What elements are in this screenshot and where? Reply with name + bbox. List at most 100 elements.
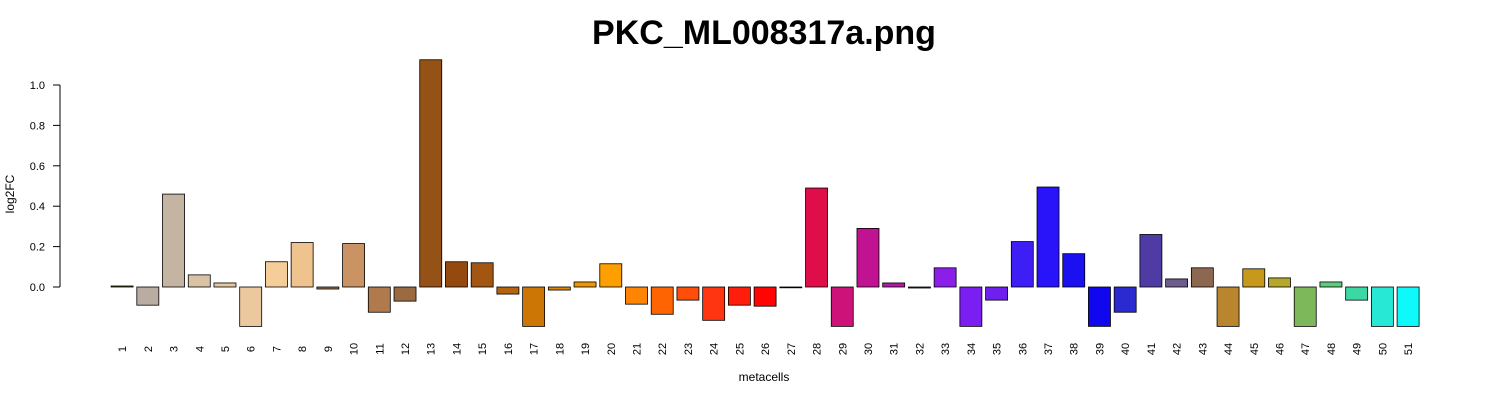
x-tick-label: 25 [734,343,746,355]
x-tick-label: 22 [657,343,669,355]
x-tick-label: 26 [760,343,772,355]
x-tick-label: 40 [1120,343,1132,355]
bar-metacell-41 [1139,234,1163,288]
x-tick-label: 12 [400,343,412,355]
bar-metacell-47 [1293,286,1317,327]
bar-metacell-3 [162,193,185,288]
chart-title: PKC_ML008317a.png [592,14,936,52]
y-tick-label: 1.0 [30,80,45,92]
x-tick-label: 19 [580,343,592,355]
x-tick-label: 44 [1223,343,1235,355]
x-tick-label: 50 [1377,343,1389,355]
bar-metacell-37 [1036,186,1060,288]
y-tick-label: 0.8 [30,120,45,132]
x-tick-label: 36 [1017,343,1029,355]
x-tick-label: 14 [451,343,463,355]
x-tick-label: 13 [426,343,438,355]
x-tick-label: 11 [374,343,386,354]
x-tick-label: 1 [117,346,129,352]
y-tick-label: 0.2 [30,242,45,254]
x-tick-label: 48 [1326,343,1338,355]
bar-metacell-30 [856,228,880,288]
bar-metacell-26 [753,286,777,307]
x-tick-label: 17 [529,343,541,355]
x-tick-label: 39 [1094,343,1106,355]
bar-metacell-1 [110,285,134,288]
bar-metacell-5 [213,282,237,288]
y-tick-label: 0.6 [30,161,45,173]
x-tick-label: 20 [606,343,618,355]
x-tick-label: 37 [1043,343,1055,355]
x-tick-labels: 1 2 3 4 5 6 7 8 9 10 11 12 13 14 15 16 17 18 19 20 21 22 23 24 2… [117,343,1415,355]
bar-metacell-45 [1242,268,1266,288]
y-axis: 0.0 0.2 0.4 0.6 0.8 1.0 [30,80,61,294]
bar-metacell-42 [1165,278,1189,288]
x-tick-label: 24 [709,343,721,355]
x-tick-label: 30 [863,343,875,355]
bar-metacell-14 [445,261,468,288]
x-tick-label: 33 [940,343,952,355]
x-tick-label: 15 [477,343,489,355]
bar-metacell-28 [805,187,828,288]
bar-metacell-33 [933,267,957,288]
x-tick-label: 2 [143,346,155,352]
x-tick-label: 7 [271,346,283,352]
x-tick-label: 47 [1300,343,1312,355]
bar-metacell-34 [959,286,983,327]
bar-metacell-43 [1190,267,1214,288]
x-tick-label: 23 [683,343,695,355]
bar-metacell-4 [187,274,211,288]
bar-metacell-17 [522,286,546,327]
x-tick-label: 27 [786,343,798,355]
bar-metacell-29 [830,286,854,327]
x-tick-label: 28 [812,343,824,355]
bar-metacell-12 [393,286,417,302]
x-tick-label: 4 [194,346,206,352]
bar-metacell-40 [1113,286,1137,313]
x-tick-label: 29 [837,343,849,355]
x-tick-label: 45 [1249,343,1261,355]
x-tick-label: 10 [349,343,361,355]
bar-metacell-20 [599,263,623,288]
bar-metacell-36 [1010,241,1034,288]
x-tick-label: 16 [503,343,515,355]
y-axis-label: log2FC [3,174,17,213]
bar-metacell-35 [985,286,1008,301]
x-tick-label: 21 [632,343,644,355]
bar-metacell-16 [496,286,520,295]
bar-metacell-7 [265,261,288,288]
bar-metacell-6 [239,286,263,327]
x-tick-label: 18 [554,343,566,355]
x-axis-label: metacells [739,370,790,384]
x-tick-label: 46 [1275,343,1287,355]
bar-metacell-39 [1088,286,1111,327]
bar-metacell-50 [1370,286,1394,327]
bars-group [110,59,1420,327]
y-tick-label: 0.0 [30,282,45,294]
bar-metacell-38 [1062,253,1086,288]
bar-metacell-46 [1268,277,1291,288]
x-tick-label: 31 [889,343,901,355]
x-tick-label: 8 [297,346,309,352]
x-tick-label: 32 [914,343,926,355]
x-tick-label: 9 [323,346,335,352]
x-tick-label: 41 [1146,343,1158,355]
bar-metacell-22 [650,286,674,315]
x-tick-label: 5 [220,346,232,352]
x-tick-label: 49 [1352,343,1364,355]
bar-metacell-49 [1345,286,1369,301]
bar-metacell-25 [727,286,751,306]
bar-metacell-24 [702,286,726,321]
bar-metacell-10 [342,243,365,288]
x-tick-label: 51 [1403,343,1415,355]
x-tick-label: 43 [1197,343,1209,355]
x-tick-label: 42 [1172,343,1184,355]
bar-metacell-2 [136,286,160,306]
bar-metacell-27 [779,286,803,289]
x-tick-label: 34 [966,343,978,355]
x-tick-label: 35 [992,343,1004,355]
x-tick-label: 6 [246,346,258,352]
bar-metacell-44 [1216,286,1240,327]
bar-metacell-18 [547,286,571,291]
